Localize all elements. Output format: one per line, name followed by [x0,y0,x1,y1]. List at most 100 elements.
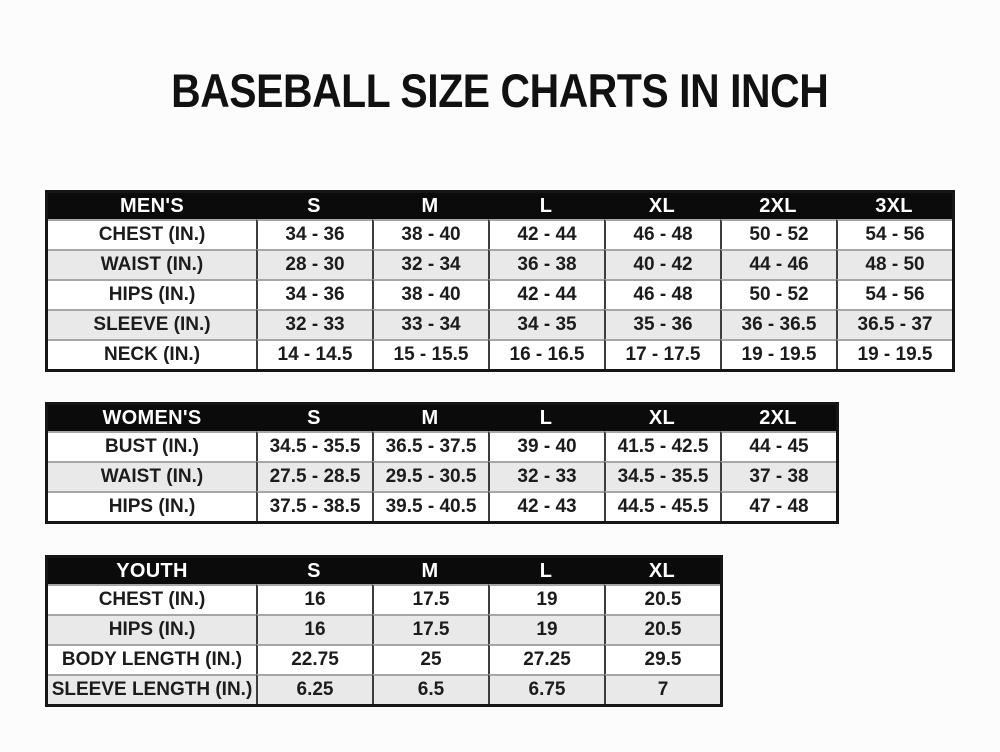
youth-header-row: YOUTH S M L XL [48,558,720,584]
mens-size-value-cell: 38 - 40 [372,279,488,309]
youth-size-value-cell: 16 [256,584,372,614]
youth-size-value-cell: 19 [488,614,604,644]
mens-size-column-header: M [372,193,488,219]
mens-size-value-cell: 46 - 48 [604,279,720,309]
youth-size-value-cell: 20.5 [604,584,720,614]
womens-size-column-header: 2XL [720,405,836,431]
youth-size-value-cell: 29.5 [604,644,720,674]
womens-size-column-header: XL [604,405,720,431]
youth-table-row: BODY LENGTH (IN.) 22.75 25 27.25 29.5 [48,644,720,674]
womens-size-column-header: L [488,405,604,431]
womens-size-value-cell: 37 - 38 [720,461,836,491]
mens-size-value-cell: 42 - 44 [488,219,604,249]
mens-size-value-cell: 42 - 44 [488,279,604,309]
mens-size-column-header: 3XL [836,193,952,219]
mens-row-label: CHEST (IN.) [48,219,256,249]
womens-row-label: WAIST (IN.) [48,461,256,491]
mens-size-column-header: 2XL [720,193,836,219]
youth-size-value-cell: 20.5 [604,614,720,644]
mens-row-label: WAIST (IN.) [48,249,256,279]
womens-size-value-cell: 44.5 - 45.5 [604,491,720,521]
youth-size-column-header: XL [604,558,720,584]
mens-size-value-cell: 36 - 36.5 [720,309,836,339]
womens-table-row: HIPS (IN.) 37.5 - 38.5 39.5 - 40.5 42 - 43 4… [48,491,836,521]
mens-size-value-cell: 17 - 17.5 [604,339,720,369]
youth-size-value-cell: 17.5 [372,584,488,614]
mens-size-value-cell: 36.5 - 37 [836,309,952,339]
mens-row-label: HIPS (IN.) [48,279,256,309]
youth-table-title: YOUTH [48,558,256,584]
mens-size-value-cell: 34 - 36 [256,219,372,249]
youth-size-value-cell: 17.5 [372,614,488,644]
mens-size-value-cell: 44 - 46 [720,249,836,279]
mens-row-label: SLEEVE (IN.) [48,309,256,339]
mens-table-row: CHEST (IN.) 34 - 36 38 - 40 42 - 44 46 - 48 5… [48,219,952,249]
mens-size-value-cell: 36 - 38 [488,249,604,279]
womens-size-value-cell: 47 - 48 [720,491,836,521]
mens-size-value-cell: 16 - 16.5 [488,339,604,369]
youth-size-value-cell: 16 [256,614,372,644]
womens-table-title: WOMEN'S [48,405,256,431]
womens-size-value-cell: 39 - 40 [488,431,604,461]
womens-size-value-cell: 27.5 - 28.5 [256,461,372,491]
youth-size-column-header: S [256,558,372,584]
mens-size-value-cell: 50 - 52 [720,279,836,309]
mens-size-column-header: XL [604,193,720,219]
youth-size-value-cell: 19 [488,584,604,614]
youth-size-table: YOUTH S M L XL CHEST (IN.) 16 17.5 19 20.5 HIPS (I… [45,555,723,707]
youth-size-value-cell: 27.25 [488,644,604,674]
womens-size-value-cell: 32 - 33 [488,461,604,491]
womens-size-value-cell: 34.5 - 35.5 [604,461,720,491]
youth-row-label: HIPS (IN.) [48,614,256,644]
womens-size-value-cell: 44 - 45 [720,431,836,461]
mens-size-value-cell: 19 - 19.5 [836,339,952,369]
mens-size-column-header: S [256,193,372,219]
womens-size-value-cell: 37.5 - 38.5 [256,491,372,521]
mens-header-row: MEN'S S M L XL 2XL 3XL [48,193,952,219]
youth-size-value-cell: 6.5 [372,674,488,704]
youth-size-value-cell: 7 [604,674,720,704]
mens-size-value-cell: 32 - 34 [372,249,488,279]
mens-table-row: WAIST (IN.) 28 - 30 32 - 34 36 - 38 40 - 42 4… [48,249,952,279]
womens-table-row: WAIST (IN.) 27.5 - 28.5 29.5 - 30.5 32 - 33… [48,461,836,491]
mens-size-value-cell: 32 - 33 [256,309,372,339]
youth-size-column-header: M [372,558,488,584]
page-title-text: BASEBALL SIZE CHARTS IN INCH [171,64,829,117]
mens-size-column-header: L [488,193,604,219]
mens-row-label: NECK (IN.) [48,339,256,369]
mens-table-row: NECK (IN.) 14 - 14.5 15 - 15.5 16 - 16.5 17 … [48,339,952,369]
youth-size-column-header: L [488,558,604,584]
mens-size-value-cell: 50 - 52 [720,219,836,249]
womens-size-value-cell: 34.5 - 35.5 [256,431,372,461]
mens-size-value-cell: 54 - 56 [836,219,952,249]
mens-size-value-cell: 54 - 56 [836,279,952,309]
page-title: BASEBALL SIZE CHARTS IN INCH [0,63,1000,118]
youth-row-label: CHEST (IN.) [48,584,256,614]
womens-size-value-cell: 39.5 - 40.5 [372,491,488,521]
youth-size-value-cell: 6.75 [488,674,604,704]
mens-size-value-cell: 19 - 19.5 [720,339,836,369]
womens-header-row: WOMEN'S S M L XL 2XL [48,405,836,431]
womens-row-label: HIPS (IN.) [48,491,256,521]
youth-row-label: SLEEVE LENGTH (IN.) [48,674,256,704]
mens-table-row: SLEEVE (IN.) 32 - 33 33 - 34 34 - 35 35 - 36… [48,309,952,339]
youth-size-value-cell: 25 [372,644,488,674]
youth-table-row: HIPS (IN.) 16 17.5 19 20.5 [48,614,720,644]
youth-row-label: BODY LENGTH (IN.) [48,644,256,674]
mens-size-value-cell: 48 - 50 [836,249,952,279]
womens-size-value-cell: 42 - 43 [488,491,604,521]
womens-size-value-cell: 36.5 - 37.5 [372,431,488,461]
youth-size-value-cell: 22.75 [256,644,372,674]
youth-size-value-cell: 6.25 [256,674,372,704]
mens-size-value-cell: 34 - 35 [488,309,604,339]
mens-table-row: HIPS (IN.) 34 - 36 38 - 40 42 - 44 46 - 48 50… [48,279,952,309]
womens-table-row: BUST (IN.) 34.5 - 35.5 36.5 - 37.5 39 - 40 4… [48,431,836,461]
mens-size-value-cell: 33 - 34 [372,309,488,339]
youth-table-row: SLEEVE LENGTH (IN.) 6.25 6.5 6.75 7 [48,674,720,704]
womens-row-label: BUST (IN.) [48,431,256,461]
mens-size-value-cell: 28 - 30 [256,249,372,279]
womens-size-column-header: S [256,405,372,431]
mens-size-value-cell: 35 - 36 [604,309,720,339]
mens-size-value-cell: 40 - 42 [604,249,720,279]
womens-size-value-cell: 29.5 - 30.5 [372,461,488,491]
